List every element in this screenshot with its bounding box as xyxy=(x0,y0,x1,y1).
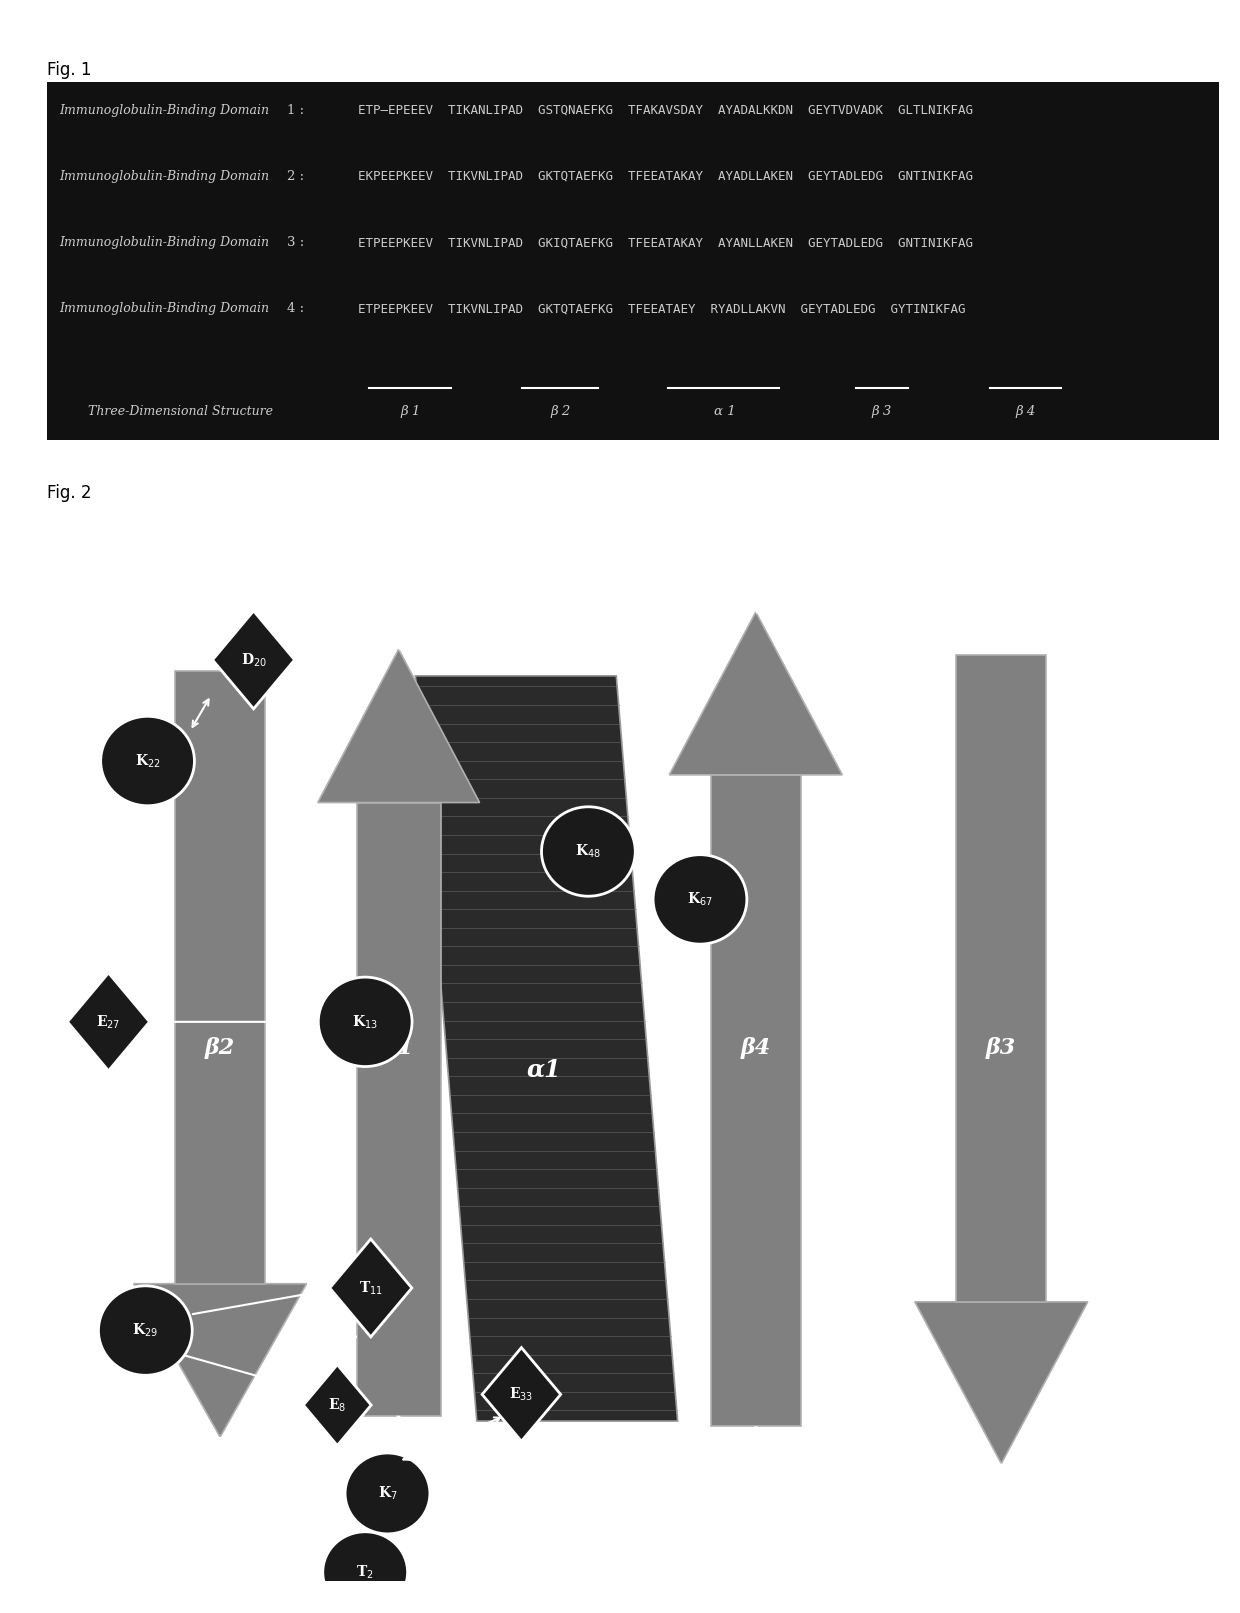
Text: α 1: α 1 xyxy=(713,405,735,418)
Text: β 1: β 1 xyxy=(401,405,420,418)
Text: β3: β3 xyxy=(986,1037,1017,1060)
Text: E$_8$: E$_8$ xyxy=(329,1397,346,1413)
Text: Immunoglobulin-Binding Domain: Immunoglobulin-Binding Domain xyxy=(58,303,269,316)
FancyBboxPatch shape xyxy=(47,82,1219,440)
Text: β 2: β 2 xyxy=(551,405,570,418)
Polygon shape xyxy=(175,671,265,1284)
Text: α1: α1 xyxy=(527,1058,560,1082)
Polygon shape xyxy=(317,648,480,803)
Circle shape xyxy=(653,855,746,944)
Text: ETP–EPEEEV  TIKANLIPAD  GSTQNAEFKG  TFAKAVSDAY  AYADALKKDN  GEYTVDVADK  GLTLNIKF: ETP–EPEEEV TIKANLIPAD GSTQNAEFKG TFAKAVS… xyxy=(357,103,972,116)
Text: Fig. 1: Fig. 1 xyxy=(47,61,92,79)
Circle shape xyxy=(100,716,195,806)
Circle shape xyxy=(319,977,412,1066)
Text: β4: β4 xyxy=(740,1037,771,1060)
Text: K$_{48}$: K$_{48}$ xyxy=(575,844,601,860)
Text: D$_{20}$: D$_{20}$ xyxy=(241,652,267,668)
Text: C: C xyxy=(712,619,733,647)
Text: Fig. 2: Fig. 2 xyxy=(47,484,92,502)
Text: K$_{22}$: K$_{22}$ xyxy=(135,752,160,769)
Text: 4 :: 4 : xyxy=(288,303,305,316)
Text: E$_{33}$: E$_{33}$ xyxy=(510,1386,533,1403)
Polygon shape xyxy=(956,655,1047,1302)
Text: E$_{27}$: E$_{27}$ xyxy=(97,1013,120,1031)
Text: β1: β1 xyxy=(383,1037,414,1060)
Text: Three-Dimensional Structure: Three-Dimensional Structure xyxy=(88,405,273,418)
Circle shape xyxy=(98,1286,192,1376)
Polygon shape xyxy=(67,973,150,1071)
Text: K$_{13}$: K$_{13}$ xyxy=(352,1013,378,1031)
Text: K$_{67}$: K$_{67}$ xyxy=(687,890,713,908)
Text: 3 :: 3 : xyxy=(288,235,305,250)
Polygon shape xyxy=(304,1365,371,1445)
Text: β2: β2 xyxy=(205,1037,236,1060)
Text: Immunoglobulin-Binding Domain: Immunoglobulin-Binding Domain xyxy=(58,103,269,116)
Text: ETPEEPKEEV  TIKVNLIPAD  GKTQTAEFKG  TFEEATAEY  RYADLLAKVN  GEYTADLEDG  GYTINIKFA: ETPEEPKEEV TIKVNLIPAD GKTQTAEFKG TFEEATA… xyxy=(357,303,965,316)
Text: N: N xyxy=(299,1528,320,1548)
Text: EKPEEPKEEV  TIKVNLIPAD  GKTQTAEFKG  TFEEATAKAY  AYADLLAKEN  GEYTADLEDG  GNTINIKF: EKPEEPKEEV TIKVNLIPAD GKTQTAEFKG TFEEATA… xyxy=(357,169,972,182)
Polygon shape xyxy=(212,611,295,708)
Circle shape xyxy=(542,806,635,897)
Text: ETPEEPKEEV  TIKVNLIPAD  GKIQTAEFKG  TFEEATAKAY  AYANLLAKEN  GEYTADLEDG  GNTINIKF: ETPEEPKEEV TIKVNLIPAD GKIQTAEFKG TFEEATA… xyxy=(357,235,972,250)
Circle shape xyxy=(322,1532,408,1613)
Polygon shape xyxy=(415,676,678,1421)
Text: β 3: β 3 xyxy=(872,405,892,418)
Text: 1 :: 1 : xyxy=(288,103,305,116)
Text: K$_7$: K$_7$ xyxy=(378,1484,397,1502)
Text: Immunoglobulin-Binding Domain: Immunoglobulin-Binding Domain xyxy=(58,235,269,250)
Circle shape xyxy=(345,1453,430,1534)
Text: T$_{11}$: T$_{11}$ xyxy=(358,1279,383,1297)
Text: T$_2$: T$_2$ xyxy=(356,1563,374,1581)
Polygon shape xyxy=(670,611,842,774)
Polygon shape xyxy=(330,1239,412,1337)
Polygon shape xyxy=(134,1284,306,1437)
Text: 2 :: 2 : xyxy=(288,169,305,182)
Polygon shape xyxy=(915,1302,1087,1463)
Polygon shape xyxy=(482,1347,560,1442)
Text: β 4: β 4 xyxy=(1016,405,1035,418)
Polygon shape xyxy=(357,803,440,1416)
Text: Immunoglobulin-Binding Domain: Immunoglobulin-Binding Domain xyxy=(58,169,269,182)
Polygon shape xyxy=(711,774,801,1426)
Text: K$_{29}$: K$_{29}$ xyxy=(133,1323,159,1339)
